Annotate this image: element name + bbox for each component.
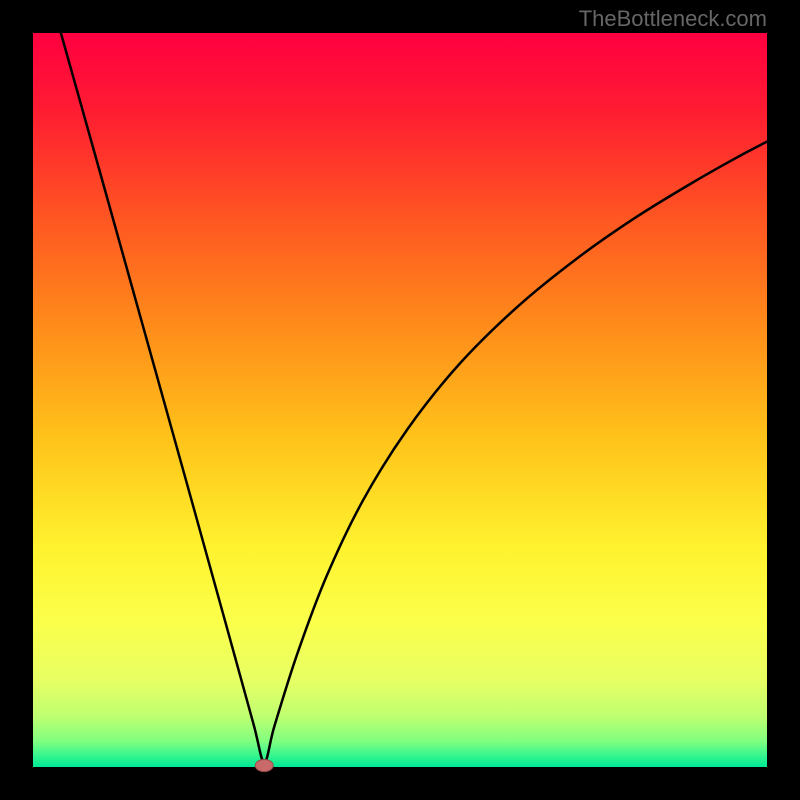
watermark-text: TheBottleneck.com xyxy=(579,6,767,32)
chart-container: TheBottleneck.com xyxy=(0,0,800,800)
curve-overlay xyxy=(0,0,800,800)
bottleneck-curve xyxy=(61,33,767,762)
vertex-marker xyxy=(255,760,273,772)
